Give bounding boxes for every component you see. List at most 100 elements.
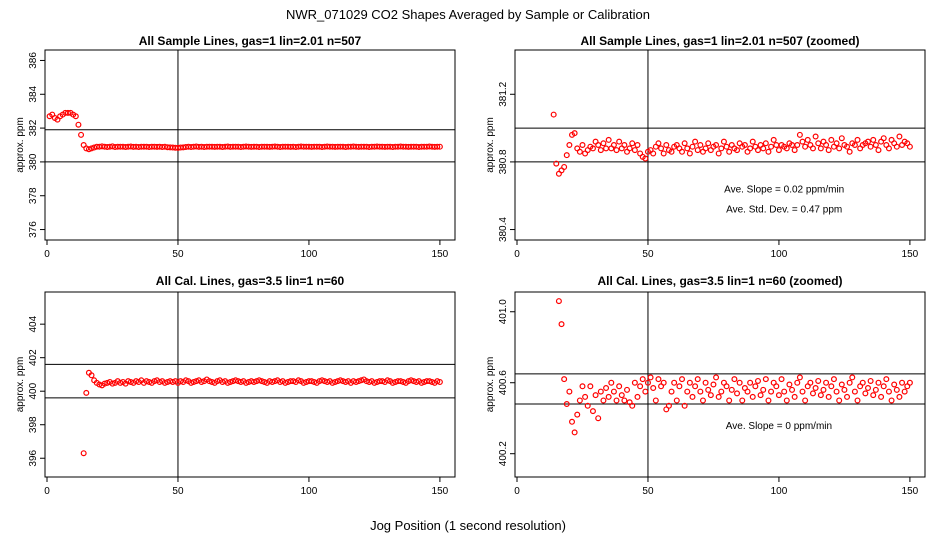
data-point xyxy=(198,378,205,385)
data-point xyxy=(736,379,743,386)
data-point xyxy=(576,148,583,155)
data-point xyxy=(408,377,415,384)
data-point xyxy=(206,378,213,385)
data-point xyxy=(775,392,782,399)
data-point xyxy=(616,138,623,145)
data-point xyxy=(629,140,636,147)
data-point xyxy=(101,380,108,387)
data-point xyxy=(872,386,879,393)
data-point xyxy=(634,142,641,149)
plot-frame xyxy=(44,291,456,478)
x-tick-label: 150 xyxy=(902,249,919,260)
data-point xyxy=(739,397,746,404)
plot-frame xyxy=(514,291,926,478)
data-point xyxy=(702,379,709,386)
data-point xyxy=(844,143,851,150)
data-point xyxy=(697,142,704,149)
panel-title: All Cal. Lines, gas=3.5 lin=1 n=60 xyxy=(156,274,345,288)
data-point xyxy=(389,379,396,386)
data-point xyxy=(582,393,589,400)
data-point xyxy=(72,113,79,120)
data-point xyxy=(783,397,790,404)
data-point xyxy=(734,390,741,397)
data-point xyxy=(613,147,620,154)
data-point xyxy=(558,321,565,328)
data-point xyxy=(608,379,615,386)
data-point xyxy=(644,379,651,386)
panel-3: All Cal. Lines, gas=3.5 lin=1 n=60 396 398… xyxy=(15,274,456,497)
x-tick-label: 0 xyxy=(44,249,50,260)
data-point xyxy=(64,109,71,116)
data-point xyxy=(624,386,631,393)
data-point xyxy=(710,381,717,388)
data-point xyxy=(663,142,670,149)
data-point xyxy=(757,392,764,399)
data-point xyxy=(592,392,599,399)
data-point xyxy=(734,147,741,154)
data-point xyxy=(603,145,610,152)
data-point xyxy=(770,136,777,143)
data-point xyxy=(817,392,824,399)
data-point xyxy=(566,388,573,395)
data-point xyxy=(851,142,858,149)
data-point xyxy=(355,378,362,385)
data-point xyxy=(308,378,315,385)
data-point xyxy=(830,376,837,383)
data-point xyxy=(613,397,620,404)
data-point xyxy=(794,379,801,386)
data-point xyxy=(258,378,265,385)
data-point xyxy=(319,377,326,384)
data-point xyxy=(190,378,197,385)
data-point xyxy=(637,383,644,390)
data-point xyxy=(600,140,607,147)
data-point xyxy=(854,397,861,404)
data-point xyxy=(88,372,95,379)
data-point xyxy=(783,145,790,152)
data-point xyxy=(660,379,667,386)
x-axis-label: Jog Position (1 second resolution) xyxy=(370,518,566,533)
data-point xyxy=(576,397,583,404)
data-point xyxy=(815,377,822,384)
data-point xyxy=(188,379,195,386)
data-point xyxy=(436,378,443,385)
data-point xyxy=(713,374,720,381)
data-point xyxy=(823,142,830,149)
data-point xyxy=(880,135,887,142)
x-tick-label: 100 xyxy=(301,486,318,497)
plot-frame xyxy=(44,49,456,241)
data-point xyxy=(854,136,861,143)
x-tick-label: 100 xyxy=(771,249,788,260)
data-point xyxy=(642,388,649,395)
data-point xyxy=(597,147,604,154)
data-point xyxy=(647,374,654,381)
data-point xyxy=(828,383,835,390)
x-tick-label: 0 xyxy=(44,486,50,497)
data-point xyxy=(660,150,667,157)
data-point xyxy=(689,143,696,150)
data-point xyxy=(867,143,874,150)
x-tick-label: 50 xyxy=(642,249,654,260)
data-point xyxy=(846,148,853,155)
data-point xyxy=(600,397,607,404)
y-tick-label: 400.2 xyxy=(498,441,509,466)
y-tick-label: 402 xyxy=(28,349,39,366)
data-point xyxy=(893,386,900,393)
data-point xyxy=(655,376,662,383)
data-point xyxy=(650,385,657,392)
data-point xyxy=(397,378,404,385)
data-point xyxy=(812,133,819,140)
data-point xyxy=(718,388,725,395)
data-point xyxy=(883,376,890,383)
data-point xyxy=(80,450,87,457)
data-point xyxy=(665,402,672,409)
y-tick-label: 380 xyxy=(28,153,39,170)
data-point xyxy=(561,163,568,170)
y-tick-label: 400 xyxy=(28,382,39,399)
data-point xyxy=(844,393,851,400)
data-point xyxy=(618,392,625,399)
data-point xyxy=(634,393,641,400)
data-point xyxy=(762,376,769,383)
y-tick-label: 398 xyxy=(28,416,39,433)
data-point xyxy=(875,147,882,154)
annotation-text: Ave. Slope = 0 ppm/min xyxy=(726,421,832,432)
